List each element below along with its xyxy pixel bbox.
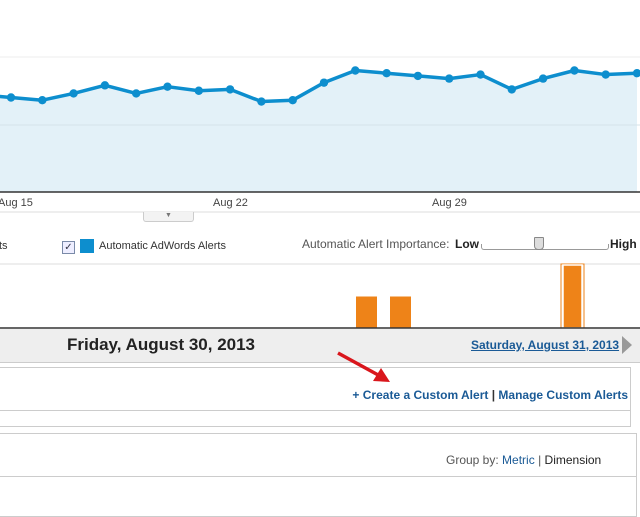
data-point-Aug 15[interactable]: [6, 93, 16, 102]
selected-date-title: Friday, August 30, 2013: [67, 335, 256, 354]
slider-thumb[interactable]: [533, 237, 544, 250]
data-point-Aug 22[interactable]: [225, 85, 235, 94]
custom-alert-links: + Create a Custom Alert | Manage Custom …: [352, 388, 628, 402]
trend-chart[interactable]: [0, 0, 640, 330]
data-point-Aug 29[interactable]: [445, 74, 454, 83]
event-bar[interactable]: [562, 264, 583, 329]
custom-alerts-panel: [0, 367, 631, 411]
data-point-Aug 25[interactable]: [319, 78, 329, 87]
event-bar[interactable]: [356, 296, 377, 329]
data-point-Sep 2[interactable]: [570, 66, 579, 75]
alerts-list-body: [0, 476, 637, 517]
data-point-Aug 21[interactable]: [194, 86, 203, 95]
next-date-link[interactable]: Saturday, August 31, 2013: [471, 338, 620, 352]
data-point-Sep 4[interactable]: [632, 69, 640, 78]
data-point-Aug 20[interactable]: [163, 82, 172, 91]
adwords-alerts-label: Automatic AdWords Alerts: [99, 240, 226, 252]
area-fill: [0, 70, 637, 192]
group-by-control: Group by: Metric | Dimension: [446, 453, 601, 467]
group-by-separator: |: [538, 453, 542, 467]
legend-partial-label: ts: [0, 240, 8, 252]
data-point-Aug 31[interactable]: [507, 85, 516, 94]
data-point-Aug 26[interactable]: [351, 66, 360, 75]
data-point-Sep 3[interactable]: [601, 70, 610, 79]
series-line: [0, 68, 638, 104]
data-point-Aug 16[interactable]: [38, 96, 47, 105]
data-point-Aug 17[interactable]: [69, 89, 78, 98]
next-arrow-icon[interactable]: [622, 336, 632, 354]
group-by-label: Group by:: [446, 453, 499, 467]
chevron-down-icon: ▼: [165, 212, 172, 219]
custom-alerts-panel-footer: [0, 410, 631, 427]
alerts-list-panel: [0, 433, 637, 477]
group-by-dimension-option[interactable]: Dimension: [544, 453, 602, 467]
importance-high-label: High: [610, 237, 637, 251]
data-point-Aug 24[interactable]: [288, 96, 297, 105]
manage-custom-alerts-link[interactable]: Manage Custom Alerts: [498, 388, 628, 402]
date-header: [0, 329, 640, 363]
data-point-Aug 28[interactable]: [413, 71, 423, 81]
importance-label: Automatic Alert Importance:: [302, 237, 450, 251]
expand-toggle-button[interactable]: ▼: [143, 212, 194, 222]
importance-low-label: Low: [455, 237, 479, 251]
group-by-metric-link[interactable]: Metric: [502, 453, 535, 467]
red-arrow-annotation: [337, 351, 390, 382]
event-bar[interactable]: [390, 296, 411, 329]
data-point-Aug 30[interactable]: [476, 70, 485, 79]
link-separator: |: [491, 388, 496, 402]
create-custom-alert-link[interactable]: + Create a Custom Alert: [352, 388, 489, 402]
data-point-Aug 23[interactable]: [257, 97, 266, 106]
adwords-alerts-checkbox[interactable]: ✓: [62, 241, 75, 254]
importance-slider[interactable]: [481, 244, 609, 250]
data-point-Sep 1[interactable]: [538, 74, 548, 83]
adwords-color-swatch: [80, 239, 94, 253]
data-point-Aug 19[interactable]: [132, 89, 141, 98]
data-point-Aug 27[interactable]: [382, 69, 391, 78]
x-tick-label: Aug 22: [213, 197, 248, 209]
x-tick-label: Aug 29: [432, 197, 467, 209]
data-point-Aug 18[interactable]: [100, 81, 110, 90]
x-tick-label: Aug 15: [0, 197, 33, 209]
